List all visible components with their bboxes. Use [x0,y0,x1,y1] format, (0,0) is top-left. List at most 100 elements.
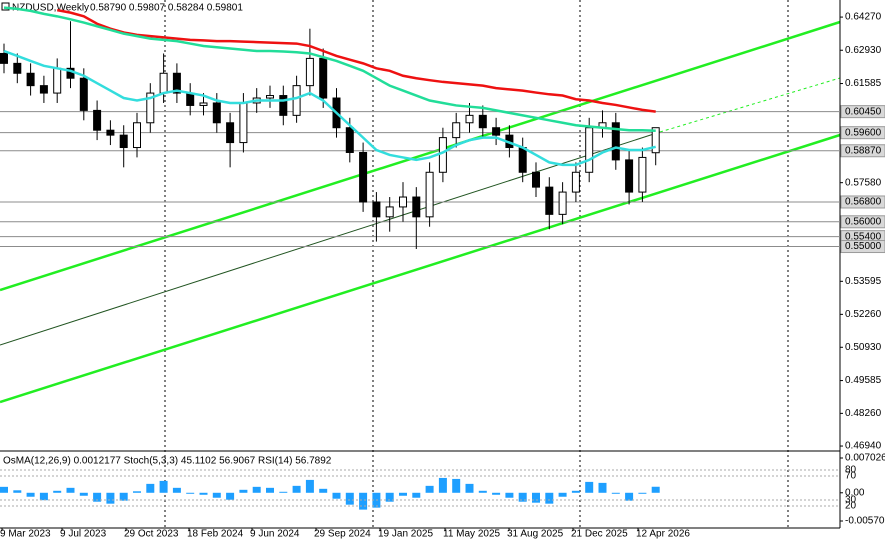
candle-body [146,92,155,124]
osma-bar [638,492,647,494]
osma-bar [212,492,221,498]
osma-bar [266,487,274,493]
osma-bar [385,492,394,502]
candle-body [79,77,88,111]
oscillator-level-label: 20 [845,501,857,512]
y-tick-label: 0.46940 [845,441,882,452]
osma-bar [226,492,235,500]
period-separators [164,0,789,528]
level-label-box [840,105,885,119]
candle-body [212,102,221,124]
osma-bar [492,492,501,495]
level-label: 0.60450 [845,106,882,117]
candle-body [425,171,434,218]
level-label-box [840,195,885,209]
candle-body [478,114,487,129]
level-label: 0.56800 [845,197,882,208]
osma-bar [465,483,474,493]
osma-bar [598,482,607,493]
candle-body [558,191,567,215]
candle-body [239,102,248,144]
osma-bar [133,491,141,493]
osma-bar [332,492,341,499]
x-tick-label: 21 Dec 2025 [571,529,628,540]
y-tick-label: 0.62930 [845,45,882,56]
osma-bar [159,480,168,493]
osma-bar [532,492,540,503]
candle-body [438,137,447,173]
osma-bar [53,490,62,493]
osma-bar [305,479,314,493]
candle-body [159,72,168,94]
candle-body [611,122,620,161]
candle-body [625,159,634,193]
osma-bar [66,487,75,493]
osma-bar [452,478,461,493]
osma-bar [478,490,487,493]
osma-bar [359,492,368,510]
osma-bar [651,486,660,493]
candle-body [345,127,354,153]
y-tick-label: 0.50930 [845,342,882,353]
osma-bar [505,492,514,498]
x-tick-label: 11 May 2025 [443,529,501,540]
osma-bar [625,492,634,501]
osma-bar [279,491,288,493]
level-label: 0.55000 [845,241,882,252]
osma-bar [425,485,434,493]
moving-average [56,8,656,113]
y-tick-label: 0.57580 [845,177,882,188]
osma-bar [545,492,554,504]
x-tick-label: 12 Apr 2026 [636,529,690,540]
candle-body [119,134,128,149]
level-label-box [840,215,885,229]
osma-bar [26,492,35,497]
oscillator-level-label: 80 [845,465,857,476]
oscillator-level-label: 30 [845,495,857,506]
moving-average [3,49,656,167]
candle-body [305,57,314,87]
y-tick-label: 0.49585 [845,375,882,386]
osma-bar [239,489,248,493]
moving-average [3,6,656,132]
osma-bar [79,492,88,496]
osma-bar [172,487,181,493]
osma-tick-label: -0.005700 [845,516,885,527]
osma-bar [319,488,328,493]
candle-body [638,156,647,193]
candle-body [26,72,35,87]
candle-body [93,109,102,131]
osma-bar [186,492,195,494]
oscillator-level-label: 70 [845,471,857,482]
candle-body [518,147,527,173]
candle-body [385,206,394,218]
candle-body [532,171,540,188]
candle-body [571,171,580,193]
osma-bar [399,492,407,496]
candle-body [452,122,461,139]
x-tick-label: 29 Oct 2023 [124,529,179,540]
candle-body [266,95,274,99]
y-tick-label: 0.48260 [845,408,882,419]
osma-bar [412,492,421,498]
x-tick-label: 29 Sep 2024 [314,529,371,540]
y-tick-label: 0.53595 [845,276,882,287]
x-tick-label: 9 Jul 2023 [60,529,107,540]
candle-body [359,151,368,203]
osma-bar [518,492,527,502]
x-tick-label: 19 Jan 2025 [378,529,433,540]
candle-body [492,127,501,136]
candle-body [585,127,594,173]
symbol-icon [1,2,10,11]
level-label-box [840,126,885,140]
level-label-box [840,240,885,254]
candle-body [412,196,421,218]
candle-body [133,122,141,149]
osma-bar [199,492,208,495]
osma-bar [585,481,594,493]
y-tick-label: 0.64270 [845,12,882,23]
osma-bar [571,490,580,493]
x-tick-label: 9 Jun 2024 [250,529,300,540]
